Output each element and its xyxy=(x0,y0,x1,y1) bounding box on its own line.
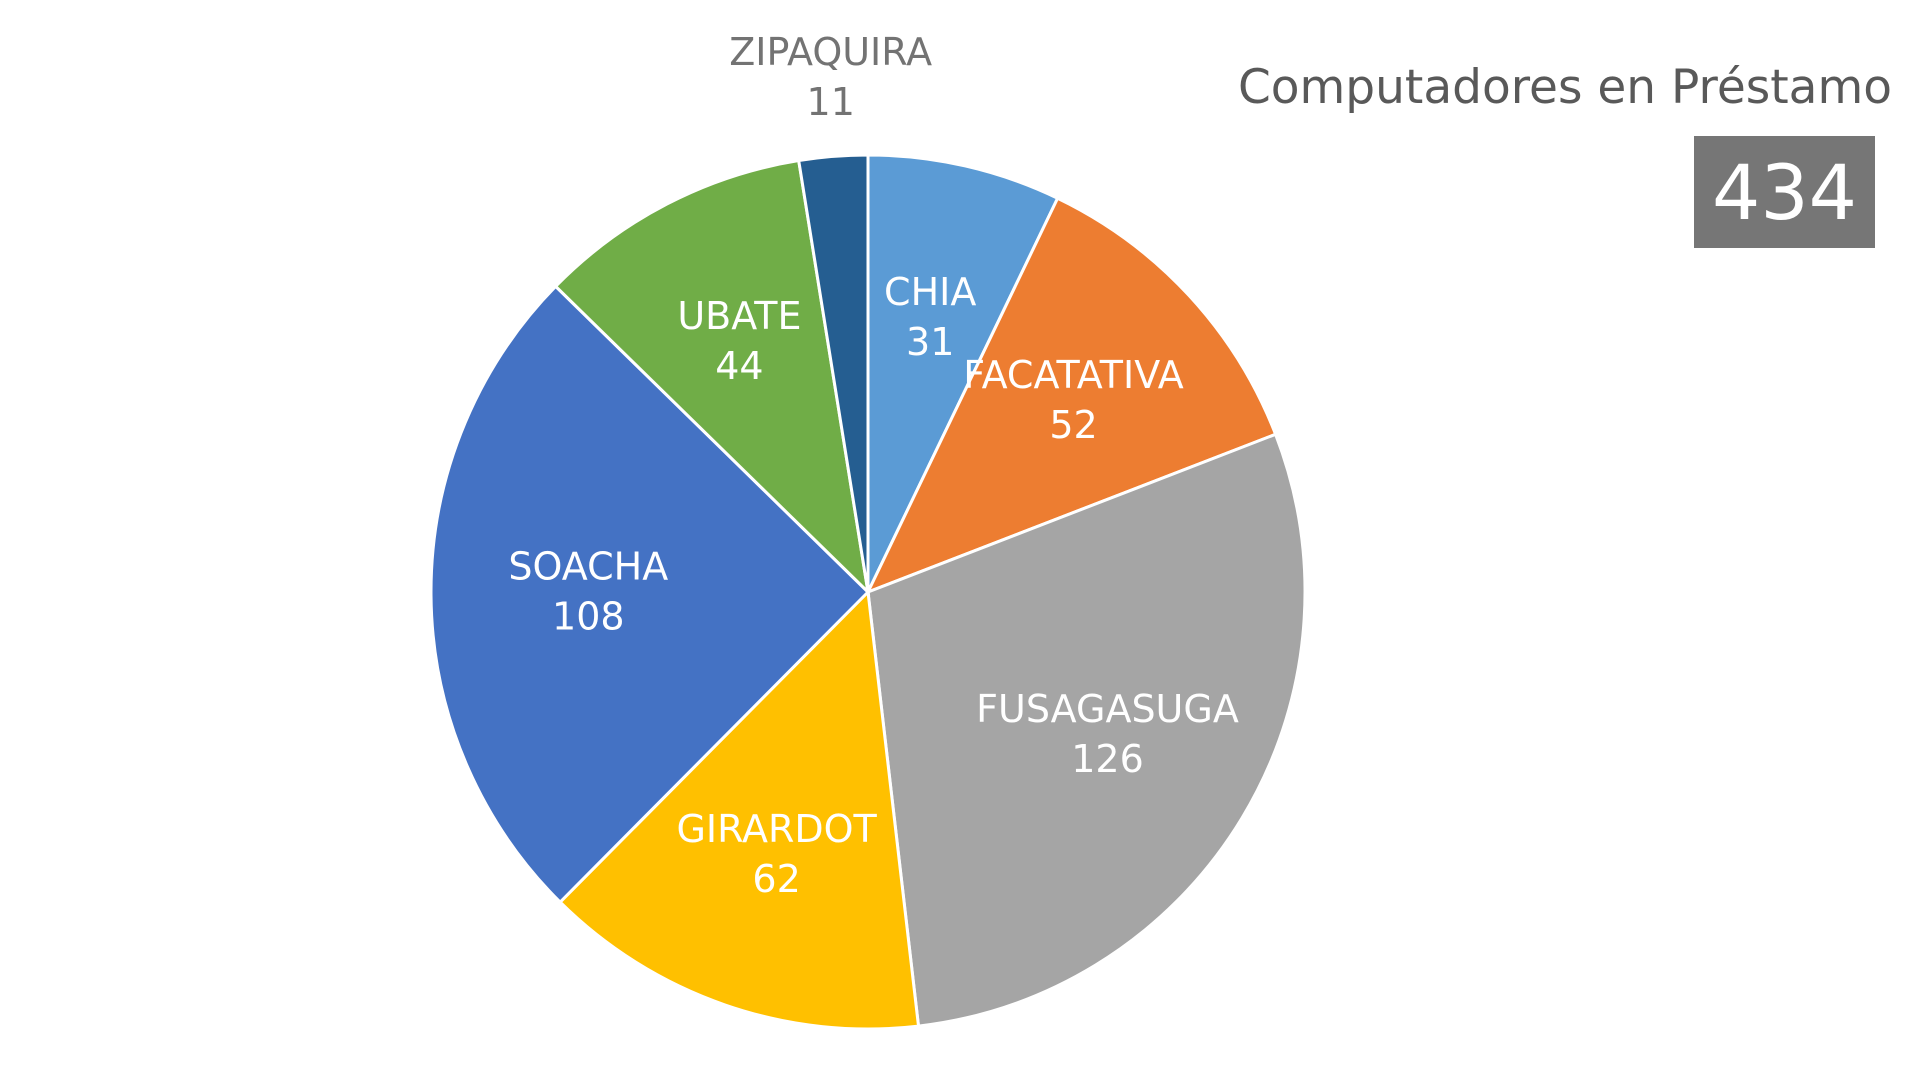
pie-slice-ubate xyxy=(553,158,871,597)
pie-slice-zipaquira xyxy=(796,153,870,593)
slice-label-chia: CHIA xyxy=(884,270,976,314)
pie-slice-fusagasuga xyxy=(866,432,1307,1028)
kpi-value: 434 xyxy=(1711,147,1858,237)
slice-label-soacha: SOACHA xyxy=(508,545,668,589)
kpi-value-box: 434 xyxy=(1694,136,1875,248)
slice-label-facatativa: FACATATIVA xyxy=(963,353,1184,397)
slice-label-girardot: GIRARDOT xyxy=(676,807,877,851)
slice-value-soacha: 108 xyxy=(552,595,625,639)
pie-slice-chia xyxy=(866,153,1060,593)
slice-value-girardot: 62 xyxy=(752,857,800,901)
pie-slices xyxy=(429,153,1307,1031)
slice-value-zipaquira: 11 xyxy=(807,80,855,124)
slice-label-ubate: UBATE xyxy=(677,294,801,338)
slice-label-zipaquira: ZIPAQUIRA xyxy=(729,30,932,74)
pie-slice-girardot xyxy=(557,588,921,1031)
pie-slice-facatativa xyxy=(865,196,1278,595)
slice-value-ubate: 44 xyxy=(715,344,763,388)
slice-label-fusagasuga: FUSAGASUGA xyxy=(976,687,1239,731)
slice-value-facatativa: 52 xyxy=(1049,403,1097,447)
kpi-title: Computadores en Préstamo xyxy=(1237,60,1892,115)
slice-value-fusagasuga: 126 xyxy=(1071,737,1144,781)
pie-slice-soacha xyxy=(429,284,871,905)
slice-value-chia: 31 xyxy=(906,320,954,364)
